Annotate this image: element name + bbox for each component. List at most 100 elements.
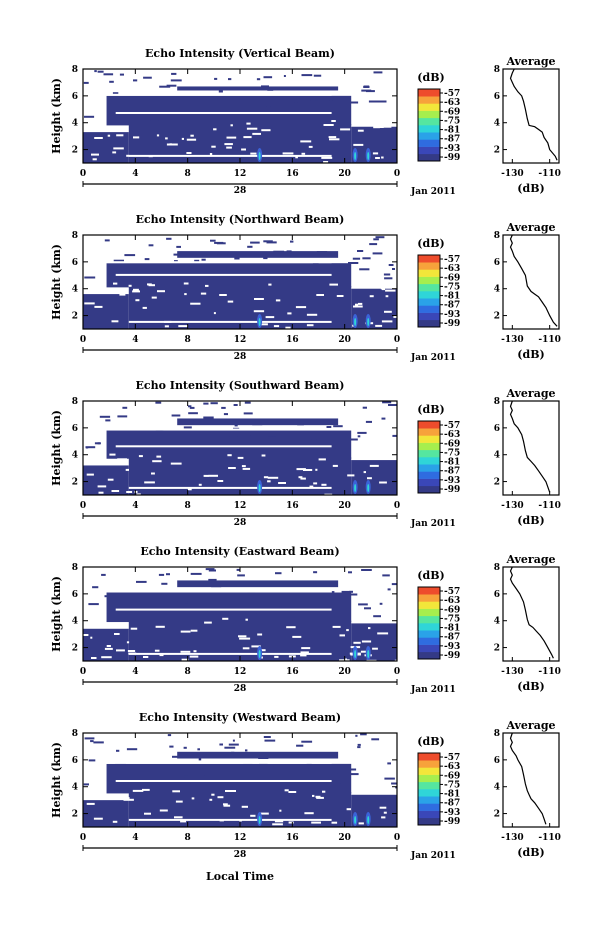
profile-line — [509, 68, 558, 161]
speckle — [250, 814, 256, 817]
speckle — [392, 268, 395, 270]
echo-layer-early — [83, 294, 129, 329]
speckle — [326, 426, 332, 428]
colorbar-tick-label: -87 — [444, 799, 460, 809]
profile-frame — [502, 68, 560, 164]
speckle — [349, 438, 358, 441]
profile-frame — [502, 732, 560, 828]
speckle — [161, 582, 168, 585]
speckle — [228, 467, 236, 469]
speckle — [222, 267, 227, 270]
speckle — [378, 100, 387, 103]
x-tick-label: 0 — [394, 169, 400, 179]
speckle — [228, 78, 232, 81]
speckle — [372, 252, 383, 255]
speckle — [316, 796, 324, 799]
speckle — [385, 295, 389, 298]
speckle — [197, 611, 208, 614]
colorbar-band — [418, 789, 440, 797]
x-tick-label: 12 — [234, 667, 247, 677]
x-tick-label: 8 — [185, 667, 191, 677]
profile-x-label: (dB) — [517, 182, 544, 195]
colorbar-band — [418, 421, 440, 429]
speckle — [349, 590, 353, 593]
colorbar-tick-label: -75 — [444, 116, 460, 126]
profile-y-tick-label: 4 — [494, 285, 500, 295]
colorbar-band — [418, 262, 440, 270]
speckle — [353, 305, 363, 308]
x-tick-label: 0 — [80, 501, 86, 511]
speckle — [381, 816, 386, 819]
speckle — [313, 482, 318, 485]
speckle — [246, 127, 258, 130]
colorbar-band — [418, 132, 440, 140]
echo-layer-low — [128, 124, 352, 163]
speckle — [135, 107, 144, 110]
speckle — [116, 134, 124, 137]
speckle — [362, 257, 371, 260]
speckle — [144, 812, 151, 815]
strong-echo-core — [367, 484, 370, 492]
colorbar-tick-label: -87 — [444, 467, 460, 477]
x-tick-label: 8 — [185, 169, 191, 179]
speckle — [355, 303, 359, 306]
speckle — [101, 656, 112, 659]
colorbar-band — [418, 457, 440, 465]
colorbar-label: (dB) — [417, 735, 444, 748]
speckle — [119, 73, 124, 76]
profile-frame — [502, 234, 560, 330]
speckle — [258, 323, 268, 326]
speckle — [365, 420, 372, 423]
speckle — [133, 136, 140, 139]
x-tick-label: 0 — [80, 335, 86, 345]
speckle — [329, 283, 338, 286]
speckle — [196, 775, 205, 778]
average-profile: Average 2 4 6 8 -130 -110 (dB) — [494, 221, 561, 361]
echo-layer-mid — [106, 95, 352, 126]
y-tick-label: 6 — [72, 590, 78, 600]
speckle — [311, 607, 316, 610]
speckle — [361, 640, 372, 643]
profile-title: Average — [505, 221, 555, 234]
speckle — [83, 783, 89, 786]
colorbar-tick-label: -81 — [444, 292, 460, 302]
profile-y-tick-label: 6 — [494, 590, 500, 600]
speckle — [283, 75, 286, 77]
speckle — [363, 86, 370, 88]
speckle — [334, 105, 341, 108]
speckle — [155, 625, 165, 628]
speckle — [379, 602, 383, 605]
speckle — [295, 306, 307, 309]
speckle — [226, 136, 237, 139]
speckle — [127, 650, 136, 652]
profile-x-tick-label: -110 — [538, 833, 561, 843]
colorbar-band — [418, 651, 440, 660]
speckle — [125, 468, 129, 471]
colorbar-tick-label: -81 — [444, 458, 460, 468]
colorbar-tick-label: -99 — [444, 319, 460, 329]
colorbar-tick-label: -75 — [444, 282, 460, 292]
colorbar-band — [418, 615, 440, 624]
speckle — [288, 791, 297, 793]
speckle — [280, 117, 285, 120]
speckle — [336, 295, 344, 297]
speckle — [159, 654, 164, 657]
speckle — [395, 786, 397, 789]
speckle — [335, 446, 342, 449]
profile-title: Average — [505, 553, 555, 566]
colorbar-band — [418, 117, 440, 126]
speckle — [138, 455, 143, 458]
speckle — [239, 637, 251, 640]
speckle — [120, 787, 130, 790]
colorbar-tick-label: -93 — [444, 144, 460, 154]
speckle — [353, 143, 364, 146]
speckle — [115, 271, 124, 274]
speckle — [178, 325, 188, 328]
profile-x-label: (dB) — [517, 680, 544, 693]
speckle — [263, 736, 271, 738]
speckle — [293, 251, 297, 254]
colorbar-band — [418, 760, 440, 768]
speckle — [377, 632, 389, 635]
speckle — [203, 280, 211, 283]
